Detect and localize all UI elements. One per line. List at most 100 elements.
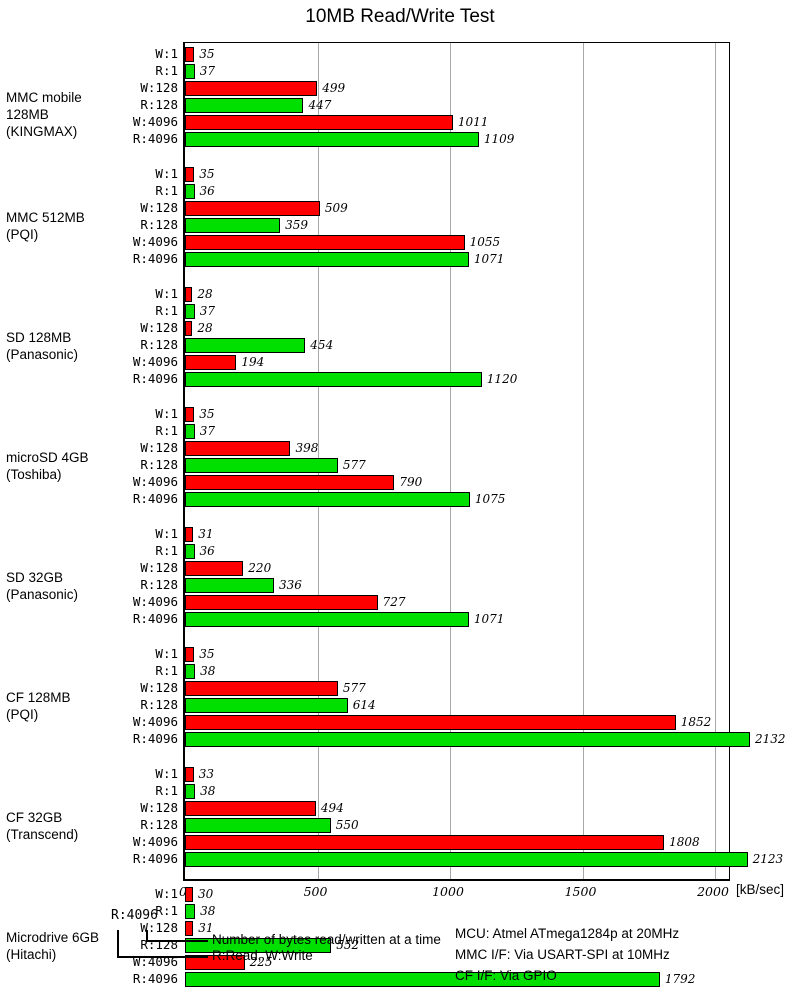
gridline — [450, 43, 451, 879]
bar-value-label: 30 — [197, 887, 214, 901]
device-name-line: 128MB — [6, 107, 49, 122]
bar-row: 577 — [185, 680, 729, 697]
row-label-r-128: R:128 — [140, 577, 178, 592]
bar-row: 1075 — [185, 491, 729, 508]
device-name-line: (Panasonic) — [6, 347, 79, 362]
row-label-w-128: W:128 — [140, 320, 178, 335]
bar-value-label: 550 — [335, 818, 359, 832]
bar-read — [185, 664, 196, 679]
bar-value-label: 499 — [322, 81, 346, 95]
bar-row: 225 — [185, 954, 729, 971]
bar-value-label: 31 — [198, 527, 214, 541]
row-label-w-4096: W:4096 — [132, 354, 178, 369]
bar-value-label: 447 — [308, 98, 332, 112]
bar-read — [185, 698, 348, 713]
bar-value-label: 2132 — [754, 732, 786, 746]
bar-write — [185, 647, 195, 662]
bar-write — [185, 441, 291, 456]
row-label-r-128: R:128 — [140, 337, 178, 352]
row-label-w-4096: W:4096 — [132, 594, 178, 609]
bar-row: 550 — [185, 817, 729, 834]
bar-value-label: 494 — [320, 801, 344, 815]
bar-row: 36 — [185, 183, 729, 200]
bar-read — [185, 458, 338, 473]
legend-text-bytes: Number of bytes read/written at a time — [212, 932, 441, 947]
row-label-w-128: W:128 — [140, 680, 178, 695]
row-label-r-128: R:128 — [140, 457, 178, 472]
legend-key-sample: R:4096 — [111, 908, 158, 923]
bar-row: 35 — [185, 46, 729, 63]
bar-row: 1011 — [185, 114, 729, 131]
bar-value-label: 398 — [295, 441, 319, 455]
x-tick-label: 0 — [179, 884, 187, 899]
bar-row: 494 — [185, 800, 729, 817]
bar-value-label: 577 — [342, 681, 366, 695]
bar-row: 28 — [185, 286, 729, 303]
device-name-line: SD 128MB — [6, 330, 72, 345]
row-label-r-4096: R:4096 — [132, 731, 178, 746]
bar-read — [185, 818, 331, 833]
row-label-r-128: R:128 — [140, 697, 178, 712]
bar-write — [185, 921, 194, 936]
device-name-line: (KINGMAX) — [6, 124, 78, 139]
bar-write — [185, 355, 237, 370]
leader-bytes-vertical — [146, 930, 148, 942]
device-name-line: (Toshiba) — [6, 467, 62, 482]
bar-row: 727 — [185, 594, 729, 611]
bar-read — [185, 784, 196, 799]
device-name-line: MMC 512MB — [6, 210, 85, 225]
bar-read — [185, 612, 469, 627]
row-label-w-1: W:1 — [155, 406, 178, 421]
device-name: SD 128MB (Panasonic) — [6, 329, 110, 363]
bar-row: 577 — [185, 457, 729, 474]
bar-write — [185, 767, 194, 782]
gridline — [582, 43, 584, 879]
row-label-r-1: R:1 — [155, 63, 178, 78]
bar-row: 30 — [185, 886, 729, 903]
device-name-line: CF 32GB — [6, 810, 63, 825]
row-label-r-1: R:1 — [155, 303, 178, 318]
bar-row: 790 — [185, 474, 729, 491]
footer-legend: R:4096 Number of bytes read/written at a… — [0, 908, 800, 1003]
bar-row: 37 — [185, 423, 729, 440]
bar-row: 220 — [185, 560, 729, 577]
device-name: microSD 4GB (Toshiba) — [6, 449, 110, 483]
bar-write — [185, 287, 193, 302]
bar-write — [185, 167, 195, 182]
bar-write — [185, 715, 676, 730]
bar-read — [185, 732, 750, 747]
bar-value-label: 1071 — [473, 252, 505, 266]
bar-value-label: 1109 — [483, 132, 515, 146]
row-label-r-4096: R:4096 — [132, 371, 178, 386]
row-label-r-4096: R:4096 — [132, 611, 178, 626]
bar-read — [185, 252, 469, 267]
bar-value-label: 509 — [324, 201, 348, 215]
bar-value-label: 1055 — [469, 235, 501, 249]
bar-read — [185, 338, 306, 353]
bar-value-label: 1011 — [457, 115, 489, 129]
bar-value-label: 614 — [352, 698, 376, 712]
bar-row: 454 — [185, 337, 729, 354]
bar-read — [185, 64, 195, 79]
x-axis-unit-label: [kB/sec] — [736, 882, 785, 897]
bar-row: 35 — [185, 166, 729, 183]
bar-value-label: 220 — [248, 561, 272, 575]
row-label-r-4096: R:4096 — [132, 131, 178, 146]
device-name-line: (Panasonic) — [6, 587, 79, 602]
bar-row: 614 — [185, 697, 729, 714]
bar-row: 1852 — [185, 714, 729, 731]
bar-value-label: 1071 — [473, 612, 505, 626]
x-tick-label: 500 — [303, 884, 328, 899]
bar-read — [185, 972, 660, 987]
bar-read — [185, 304, 195, 319]
device-name-line: (PQI) — [6, 227, 39, 242]
row-label-r-128: R:128 — [140, 97, 178, 112]
device-name: MMC 512MB (PQI) — [6, 209, 110, 243]
device-name-line: (Transcend) — [6, 827, 79, 842]
bar-value-label: 31 — [198, 921, 214, 935]
bar-value-label: 359 — [285, 218, 309, 232]
bar-write — [185, 801, 316, 816]
bar-row: 38 — [185, 663, 729, 680]
spec-line-cfif: CF I/F: Via GPIO — [455, 968, 557, 983]
leader-rw-vertical — [117, 930, 119, 958]
